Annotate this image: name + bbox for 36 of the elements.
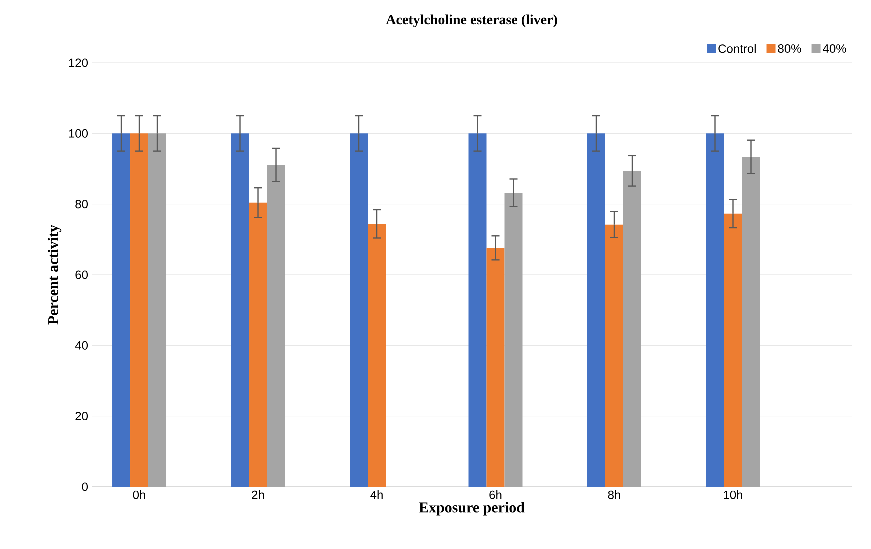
bar [606,224,624,487]
chart-title: Acetylcholine esterase (liver) [386,14,558,28]
x-tick-label: 6h [490,490,502,500]
bar [267,165,286,487]
y-axis-title: Percent activity [48,225,62,325]
bar [231,134,250,487]
bar [112,134,131,487]
legend-label: 80% [778,44,802,54]
bar [624,171,642,487]
x-axis-title: Exposure period [419,502,525,516]
bar [486,248,505,487]
bar [249,202,268,487]
y-tick-label: 60 [76,270,88,280]
bar [468,134,487,487]
legend-label: Control [718,44,756,54]
y-tick-label: 20 [76,412,88,421]
bar [350,134,368,487]
bar [148,134,167,487]
legend-label: 40% [823,44,846,54]
x-tick-label: 4h [370,490,383,500]
y-tick-label: 80 [76,200,88,209]
bar [130,134,149,487]
bar [368,224,386,487]
y-tick-label: 120 [69,58,88,68]
bar [706,134,724,487]
bar [724,214,742,487]
x-tick-label: 10h [724,490,742,500]
y-tick-label: 40 [75,341,88,350]
y-tick-label: 100 [69,129,88,138]
bar [742,156,760,487]
x-tick-label: 2h [252,490,264,500]
bar [588,134,606,487]
y-tick-label: 0 [82,482,88,492]
x-tick-label: 0h [133,490,146,500]
bar [504,193,523,487]
x-tick-label: 8h [608,490,620,500]
